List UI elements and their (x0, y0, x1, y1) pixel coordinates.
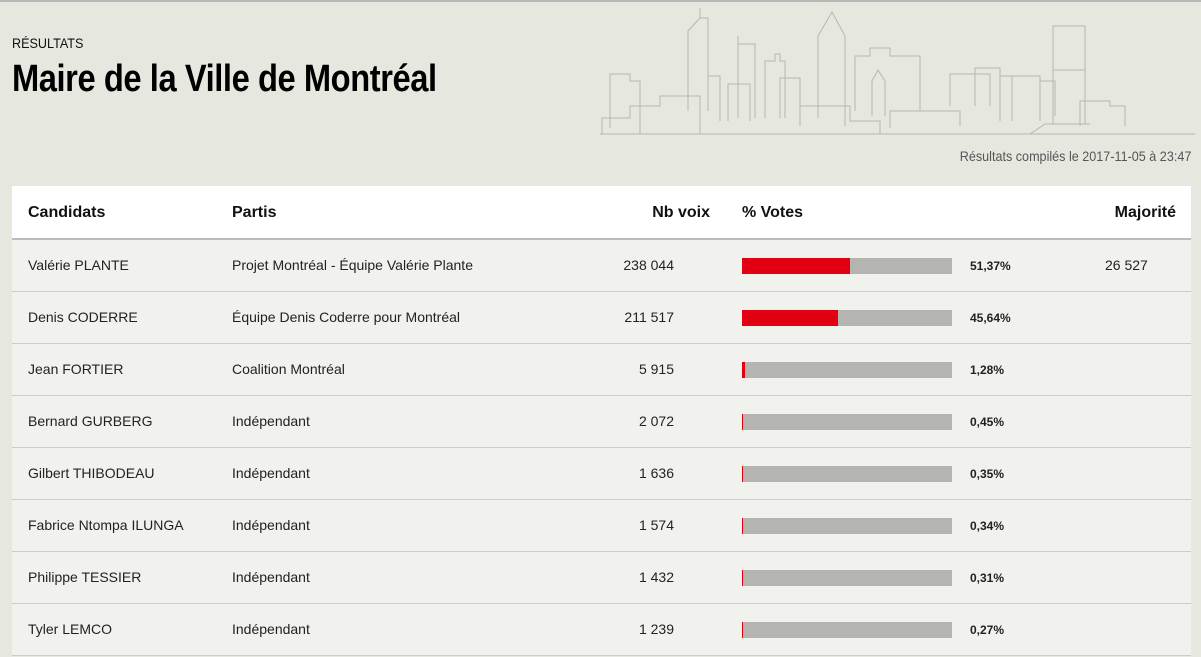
vote-share-bar (742, 414, 952, 430)
table-row: Valérie PLANTE Projet Montréal - Équipe … (12, 240, 1191, 292)
results-table: Candidats Partis Nb voix % Votes Majorit… (12, 186, 1191, 656)
compiled-timestamp: Résultats compilés le 2017-11-05 à 23:47 (959, 148, 1191, 164)
party-name: Indépendant (232, 517, 310, 533)
vote-count: 1 239 (638, 621, 674, 637)
skyline-illustration (600, 8, 1195, 135)
vote-share-fill (742, 518, 743, 534)
vote-share-bar (742, 310, 952, 326)
vote-share-fill (742, 466, 743, 482)
vote-share-bar (742, 362, 952, 378)
vote-share-fill (742, 414, 743, 430)
vote-share-label: 0,31% (970, 571, 1005, 585)
table-row: Tyler LEMCO Indépendant 1 239 0,27% (12, 604, 1191, 656)
party-name: Coalition Montréal (232, 361, 345, 377)
vote-count: 2 072 (638, 413, 674, 429)
vote-share-label: 0,34% (970, 519, 1005, 533)
col-partis: Partis (232, 204, 277, 221)
vote-count: 1 574 (638, 517, 674, 533)
vote-share-label: 1,28% (970, 363, 1005, 377)
table-row: Gilbert THIBODEAU Indépendant 1 636 0,35… (12, 448, 1191, 500)
party-name: Équipe Denis Coderre pour Montréal (232, 309, 461, 325)
candidate-name: Bernard GURBERG (28, 413, 153, 429)
page-title: Maire de la Ville de Montréal (12, 58, 437, 100)
table-row: Fabrice Ntompa ILUNGA Indépendant 1 574 … (12, 500, 1191, 552)
col-majorite: Majorité (1114, 204, 1176, 221)
candidate-name: Tyler LEMCO (28, 621, 113, 637)
vote-share-fill (742, 362, 745, 378)
vote-share-fill (742, 570, 743, 586)
vote-share-fill (742, 622, 743, 638)
candidate-name: Jean FORTIER (28, 361, 124, 377)
col-nb-voix: Nb voix (652, 204, 710, 221)
party-name: Indépendant (232, 621, 310, 637)
candidate-name: Fabrice Ntompa ILUNGA (28, 517, 184, 533)
vote-share-label: 45,64% (970, 311, 1011, 325)
table-row: Bernard GURBERG Indépendant 2 072 0,45% (12, 396, 1191, 448)
vote-count: 1 636 (638, 465, 674, 481)
section-kicker: RÉSULTATS (12, 35, 84, 51)
vote-share-label: 51,37% (970, 259, 1011, 273)
table-header: Candidats Partis Nb voix % Votes Majorit… (12, 186, 1191, 240)
vote-share-fill (742, 258, 850, 274)
vote-count: 1 432 (638, 569, 674, 585)
table-row: Philippe TESSIER Indépendant 1 432 0,31% (12, 552, 1191, 604)
party-name: Indépendant (232, 569, 310, 585)
party-name: Projet Montréal - Équipe Valérie Plante (232, 257, 473, 273)
vote-share-bar (742, 570, 952, 586)
vote-share-bar (742, 258, 952, 274)
vote-count: 5 915 (638, 361, 674, 377)
vote-share-bar (742, 518, 952, 534)
col-candidats: Candidats (28, 204, 106, 221)
vote-count: 238 044 (623, 257, 674, 273)
vote-share-fill (742, 310, 838, 326)
vote-share-label: 0,27% (970, 623, 1005, 637)
majority: 26 527 (1105, 257, 1148, 273)
candidate-name: Philippe TESSIER (28, 569, 142, 585)
party-name: Indépendant (232, 413, 310, 429)
vote-count: 211 517 (624, 309, 674, 325)
candidate-name: Denis CODERRE (28, 309, 138, 325)
col-pct-votes: % Votes (742, 204, 804, 221)
candidate-name: Gilbert THIBODEAU (28, 465, 155, 481)
vote-share-label: 0,35% (970, 467, 1005, 481)
vote-share-bar (742, 622, 952, 638)
table-row: Jean FORTIER Coalition Montréal 5 915 1,… (12, 344, 1191, 396)
party-name: Indépendant (232, 465, 310, 481)
table-row: Denis CODERRE Équipe Denis Coderre pour … (12, 292, 1191, 344)
vote-share-bar (742, 466, 952, 482)
vote-share-label: 0,45% (970, 415, 1005, 429)
candidate-name: Valérie PLANTE (28, 257, 129, 273)
